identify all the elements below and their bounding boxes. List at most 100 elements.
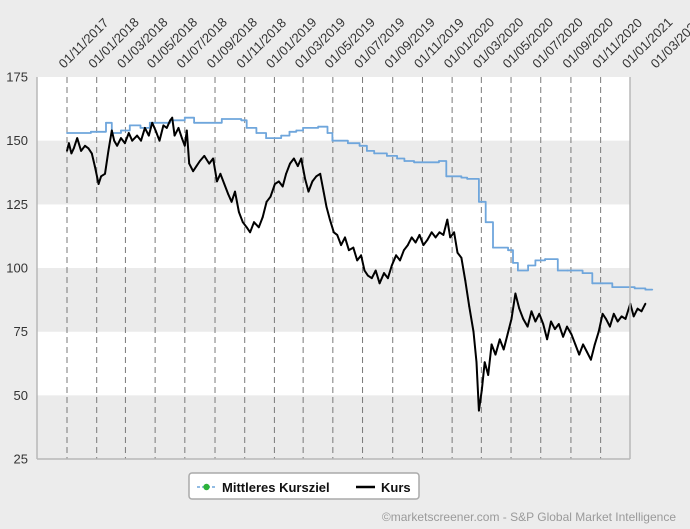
data-point [162, 124, 165, 127]
data-point [609, 325, 611, 328]
data-point [586, 351, 588, 353]
data-point [230, 200, 233, 203]
data-point [517, 269, 519, 272]
data-point [199, 160, 201, 162]
x-axis-ticks: 01/11/201701/01/201801/03/201801/05/2018… [56, 14, 690, 71]
data-point [100, 175, 102, 178]
data-point [442, 234, 445, 236]
data-point [591, 282, 594, 285]
data-point [241, 221, 244, 224]
data-point [644, 302, 647, 305]
data-point [492, 246, 494, 249]
data-point [601, 282, 604, 285]
data-point [120, 137, 122, 140]
data-point [70, 152, 73, 155]
data-point [300, 157, 303, 160]
data-point [581, 272, 584, 274]
data-point [438, 231, 441, 234]
data-point [302, 127, 304, 129]
y-tick-label: 175 [6, 70, 28, 85]
data-point [374, 269, 377, 272]
data-point [570, 333, 573, 336]
data-point [449, 236, 452, 239]
data-point [390, 264, 393, 267]
y-tick-label: 75 [14, 324, 28, 339]
data-point [636, 307, 639, 310]
data-point [177, 127, 180, 129]
data-point [396, 157, 398, 160]
legend-item-kurs[interactable]: Kurs [356, 480, 411, 495]
data-point [227, 193, 230, 196]
grid-band [37, 395, 630, 459]
data-point [601, 312, 604, 315]
data-point [399, 259, 401, 262]
data-point [245, 127, 248, 129]
data-point [383, 272, 385, 274]
data-point [245, 226, 248, 229]
data-point [116, 144, 118, 147]
data-point [238, 211, 240, 213]
data-point [90, 152, 93, 155]
data-point [234, 190, 236, 193]
data-point [332, 231, 335, 234]
data-point [483, 361, 486, 364]
y-tick-label: 50 [14, 388, 28, 403]
data-point [612, 312, 615, 315]
data-point [293, 157, 295, 160]
data-point [136, 134, 139, 137]
data-point [611, 286, 614, 288]
data-point [93, 165, 96, 168]
data-point [219, 172, 222, 175]
data-point [367, 274, 369, 277]
data-point [322, 190, 325, 193]
data-point [76, 137, 79, 140]
data-point [154, 129, 157, 132]
data-point [597, 330, 600, 333]
data-point [506, 333, 509, 336]
data-point [105, 121, 107, 124]
data-point [472, 330, 475, 333]
vertical-grid [66, 77, 602, 459]
data-point [131, 139, 134, 142]
series-layer [66, 116, 654, 412]
y-axis-ticks: 25 50 75 100 125 150 175 [6, 70, 28, 467]
data-point [295, 129, 298, 132]
data-point [253, 221, 255, 224]
data-point [319, 172, 322, 175]
data-point [274, 183, 276, 185]
data-point [288, 130, 291, 133]
data-point [530, 310, 533, 313]
data-point [487, 374, 490, 376]
data-point [223, 183, 226, 185]
y-tick-label: 150 [6, 133, 28, 148]
data-point [97, 183, 100, 185]
data-point [522, 318, 525, 320]
data-point [590, 358, 592, 361]
data-point [633, 287, 636, 290]
data-point [80, 150, 82, 152]
data-point [113, 139, 116, 142]
data-point [240, 119, 243, 122]
series-kurs [66, 116, 647, 412]
legend-item-mittleres-kursziel[interactable]: Mittleres Kursziel [197, 480, 330, 495]
data-point [348, 249, 350, 252]
data-point [490, 343, 493, 346]
data-point [502, 348, 505, 351]
data-point [261, 216, 264, 219]
data-point [526, 325, 529, 328]
data-point [84, 144, 86, 147]
data-point [550, 320, 552, 323]
data-point [620, 315, 623, 318]
data-point [169, 119, 172, 122]
data-point [546, 338, 548, 341]
data-point [418, 234, 421, 236]
data-point [498, 338, 501, 341]
data-point [151, 121, 154, 124]
data-point [434, 236, 437, 239]
data-point [193, 121, 196, 124]
legend[interactable]: Mittleres Kursziel Kurs [188, 472, 420, 500]
data-point [90, 130, 92, 133]
axes [36, 77, 631, 460]
data-point [183, 116, 186, 119]
